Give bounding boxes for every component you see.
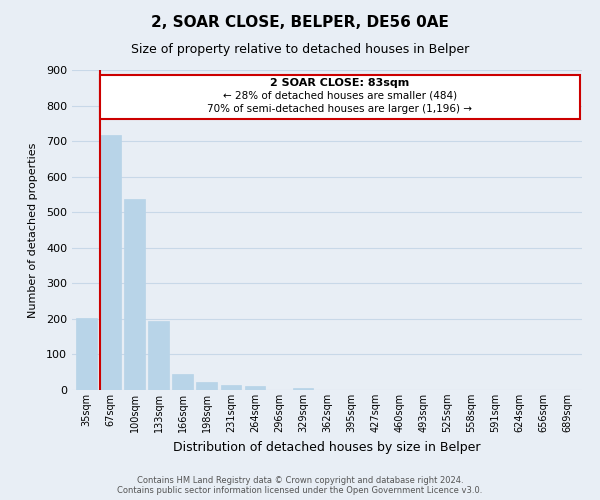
- Text: 2, SOAR CLOSE, BELPER, DE56 0AE: 2, SOAR CLOSE, BELPER, DE56 0AE: [151, 15, 449, 30]
- FancyBboxPatch shape: [100, 75, 580, 118]
- Bar: [293, 388, 313, 390]
- Text: Size of property relative to detached houses in Belper: Size of property relative to detached ho…: [131, 42, 469, 56]
- X-axis label: Distribution of detached houses by size in Belper: Distribution of detached houses by size …: [173, 440, 481, 454]
- Text: Contains HM Land Registry data © Crown copyright and database right 2024.
Contai: Contains HM Land Registry data © Crown c…: [118, 476, 482, 495]
- Bar: [124, 199, 145, 390]
- Text: 2 SOAR CLOSE: 83sqm: 2 SOAR CLOSE: 83sqm: [270, 78, 409, 88]
- Bar: [221, 385, 241, 390]
- Text: ← 28% of detached houses are smaller (484): ← 28% of detached houses are smaller (48…: [223, 91, 457, 101]
- Bar: [245, 386, 265, 390]
- Y-axis label: Number of detached properties: Number of detached properties: [28, 142, 38, 318]
- Bar: [148, 320, 169, 390]
- Bar: [100, 136, 121, 390]
- Bar: [196, 382, 217, 390]
- Text: 70% of semi-detached houses are larger (1,196) →: 70% of semi-detached houses are larger (…: [207, 104, 472, 114]
- Bar: [76, 318, 97, 390]
- Bar: [172, 374, 193, 390]
